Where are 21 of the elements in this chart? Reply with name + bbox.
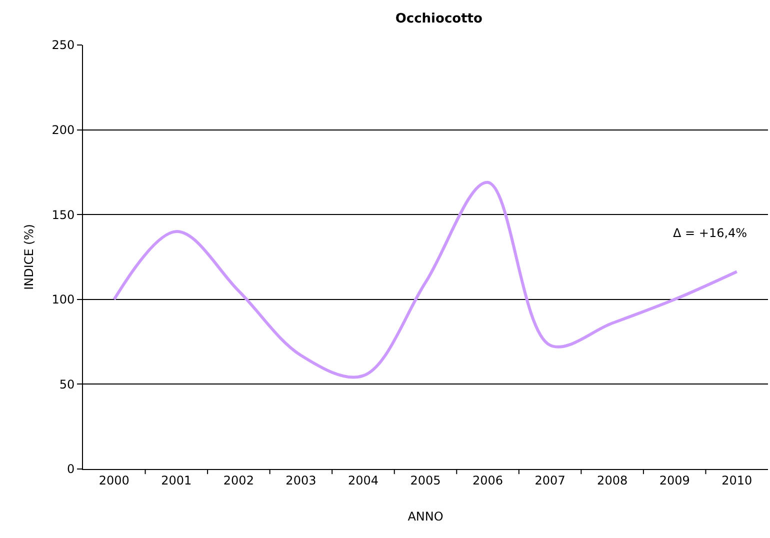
- x-tick-label: 2002: [223, 473, 254, 488]
- x-tick-label: 2009: [659, 473, 690, 488]
- y-tick-label: 50: [59, 377, 75, 392]
- chart-title: Occhiocotto: [395, 12, 483, 27]
- y-tick-label: 150: [52, 208, 75, 222]
- annotation: Δ = +16,4%: [673, 226, 748, 240]
- y-tick-label: 100: [52, 292, 75, 307]
- x-tick-label: 2003: [286, 473, 316, 488]
- x-tick-label: 2006: [472, 473, 504, 488]
- y-tick-label: 0: [66, 462, 75, 476]
- y-axis-title: INDICE (%): [22, 224, 36, 290]
- x-axis-title: ANNO: [408, 509, 444, 524]
- y-tick-label: 250: [52, 38, 75, 52]
- x-tick-label: 2008: [597, 473, 628, 488]
- x-tick-label: 2000: [98, 473, 130, 488]
- x-tick-label: 2010: [722, 473, 752, 488]
- x-tick-label: 2001: [161, 473, 192, 488]
- x-tick-label: 2005: [410, 473, 441, 488]
- x-tick-label: 2004: [348, 473, 379, 488]
- x-tick-label: 2007: [534, 473, 566, 488]
- y-tick-label: 200: [52, 123, 75, 137]
